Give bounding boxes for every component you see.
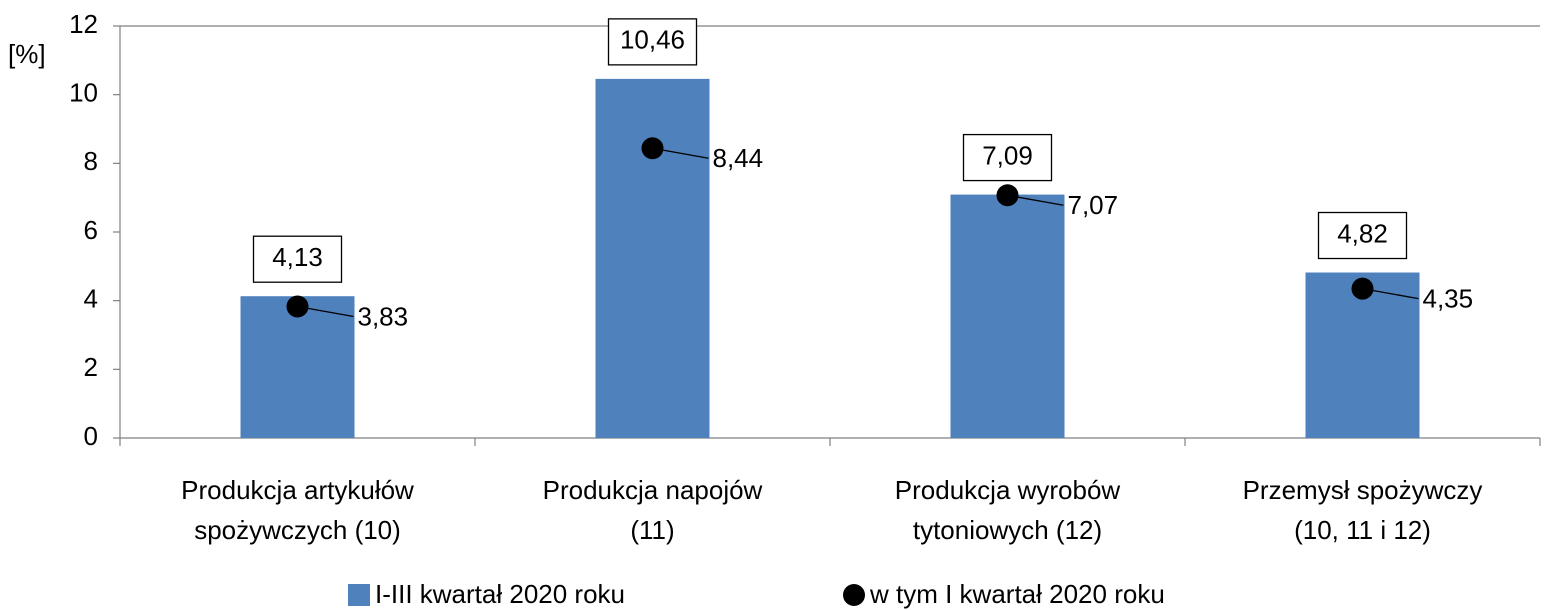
data-label-box <box>1317 211 1408 260</box>
point <box>996 184 1019 207</box>
y-tick-label: 4 <box>84 284 98 314</box>
x-tick-label: Produkcja napojów <box>543 475 763 505</box>
y-axis-label: [%] <box>8 39 46 69</box>
x-tick-label: Przemysł spożywczy <box>1243 475 1483 505</box>
y-tick-label: 12 <box>69 9 98 39</box>
data-label-box <box>252 235 343 283</box>
x-tick-label: (11) <box>630 515 674 545</box>
data-label: 4,35 <box>1423 284 1474 314</box>
y-tick-label: 2 <box>84 352 98 382</box>
data-label: 7,07 <box>1068 190 1119 220</box>
x-tick-label: (10, 11 i 12) <box>1294 515 1431 545</box>
data-label: 7,09 <box>982 140 1033 170</box>
data-label: 10,46 <box>620 25 685 55</box>
data-label: 4,82 <box>1337 218 1388 248</box>
y-tick-label: 10 <box>69 78 98 108</box>
x-tick-label: spożywczych (10) <box>194 515 401 545</box>
bar <box>1305 272 1420 438</box>
bar <box>950 194 1065 438</box>
x-tick-label: Produkcja artykułów <box>181 475 414 505</box>
y-tick-label: 6 <box>84 215 98 245</box>
data-label: 4,13 <box>272 242 323 272</box>
y-tick-label: 0 <box>84 421 98 451</box>
point <box>1351 277 1374 300</box>
legend-swatch <box>843 584 865 606</box>
legend-swatch <box>348 584 370 606</box>
x-tick-label: tytoniowych (12) <box>913 515 1102 545</box>
point <box>641 137 664 160</box>
data-label-box <box>962 133 1053 182</box>
data-label-box <box>607 18 698 66</box>
data-label: 8,44 <box>713 143 764 173</box>
bar <box>240 296 355 438</box>
x-tick-label: Produkcja wyrobów <box>895 475 1121 505</box>
bar <box>595 78 710 438</box>
y-tick-label: 8 <box>84 146 98 176</box>
legend-label: I-III kwartał 2020 roku <box>375 579 625 609</box>
point <box>286 295 309 318</box>
data-label: 3,83 <box>358 301 409 331</box>
legend-label: w tym I kwartał 2020 roku <box>869 579 1165 609</box>
